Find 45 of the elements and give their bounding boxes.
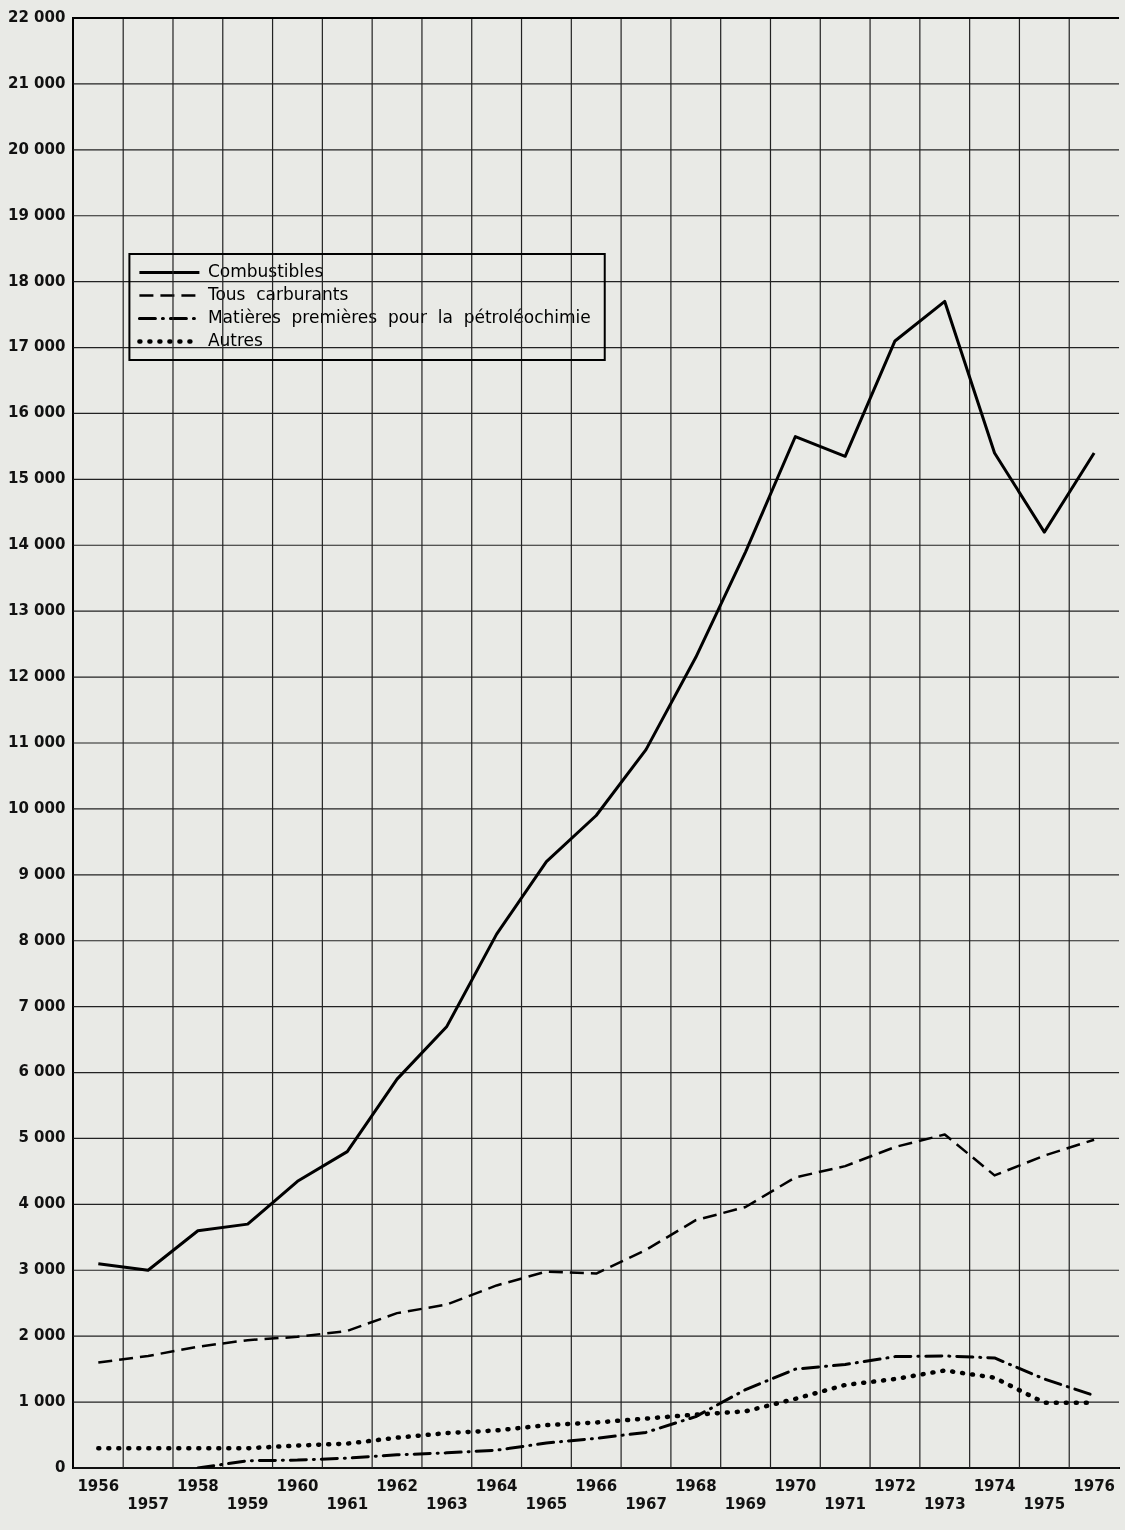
y-tick-label: 12 000 xyxy=(7,666,66,685)
x-tick-label: 1964 xyxy=(475,1476,518,1495)
x-tick-label: 1958 xyxy=(177,1476,219,1495)
x-tick-label: 1971 xyxy=(824,1494,867,1513)
y-tick-label: 22 000 xyxy=(7,7,66,26)
y-tick-label: 16 000 xyxy=(7,403,66,422)
x-tick-label: 1967 xyxy=(625,1494,667,1513)
y-tick-label: 4 000 xyxy=(18,1194,66,1213)
y-tick-label: 3 000 xyxy=(18,1260,66,1279)
x-tick-label: 1968 xyxy=(674,1476,717,1495)
x-tick-label: 1974 xyxy=(973,1476,1016,1495)
y-tick-label: 1 000 xyxy=(18,1391,66,1410)
y-tick-label: 9 000 xyxy=(18,864,66,883)
x-tick-label: 1972 xyxy=(874,1476,916,1495)
y-tick-label: 19 000 xyxy=(7,205,66,224)
y-tick-label: 13 000 xyxy=(7,601,66,620)
y-tick-label: 8 000 xyxy=(18,930,66,949)
x-tick-label: 1975 xyxy=(1023,1494,1066,1513)
y-tick-label: 17 000 xyxy=(7,337,66,356)
x-tick-label: 1956 xyxy=(77,1476,120,1495)
y-tick-label: 5 000 xyxy=(18,1128,66,1147)
y-tick-label: 20 000 xyxy=(7,139,66,158)
line-series xyxy=(97,1133,1096,1364)
y-tick-label: 0 xyxy=(54,1457,66,1476)
x-tick-label: 1961 xyxy=(326,1494,369,1513)
x-tick-label: 1962 xyxy=(376,1476,418,1495)
y-tick-label: 7 000 xyxy=(18,996,66,1015)
y-tick-label: 6 000 xyxy=(18,1062,66,1081)
x-tick-label: 1959 xyxy=(226,1494,269,1513)
y-tick-label: 14 000 xyxy=(7,535,66,554)
x-tick-label: 1966 xyxy=(575,1476,618,1495)
x-tick-label: 1976 xyxy=(1073,1476,1115,1495)
x-tick-label: 1957 xyxy=(127,1494,169,1513)
x-tick-label: 1973 xyxy=(923,1494,966,1513)
y-tick-label: 18 000 xyxy=(7,271,66,290)
y-tick-label: 10 000 xyxy=(7,798,66,817)
x-tick-label: 1960 xyxy=(276,1476,319,1495)
y-tick-label: 15 000 xyxy=(7,469,66,488)
y-tick-label: 11 000 xyxy=(7,732,66,751)
x-tick-label: 1969 xyxy=(724,1494,767,1513)
y-tick-label: 21 000 xyxy=(7,73,66,92)
x-tick-label: 1963 xyxy=(425,1494,468,1513)
x-tick-label: 1970 xyxy=(774,1476,817,1495)
y-tick-label: 2 000 xyxy=(18,1326,66,1345)
x-tick-label: 1965 xyxy=(525,1494,568,1513)
